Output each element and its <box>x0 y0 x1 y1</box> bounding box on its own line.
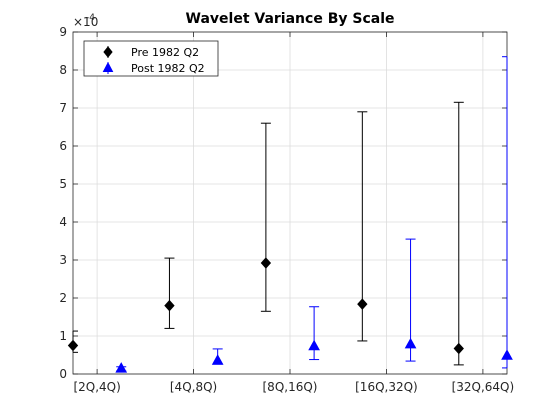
legend-marker-pre <box>103 46 113 58</box>
data-point-pre-1982 <box>357 298 368 310</box>
x-tick-label: [4Q,8Q) <box>170 380 217 394</box>
chart-title: Wavelet Variance By Scale <box>186 11 395 27</box>
legend-entry-pre: Pre 1982 Q2 <box>103 46 199 59</box>
data-markers <box>67 257 513 373</box>
y-tick-label: 0 <box>59 367 67 381</box>
x-tick-label: [16Q,32Q) <box>355 380 418 394</box>
data-point-post-1982 <box>115 362 128 373</box>
data-point-pre-1982 <box>67 339 79 352</box>
y-tick-label: 6 <box>59 139 67 153</box>
data-point-post-1982 <box>404 337 417 349</box>
y-tick-label: 9 <box>59 25 67 39</box>
legend-label-pre: Pre 1982 Q2 <box>131 46 199 59</box>
data-point-pre-1982 <box>164 299 175 312</box>
x-tick-label: [2Q,4Q) <box>73 380 120 394</box>
y-multiplier-exponent: -4 <box>86 13 95 23</box>
legend-marker-post <box>102 61 114 72</box>
y-tick-label: 7 <box>59 101 67 115</box>
data-point-pre-1982 <box>260 257 272 269</box>
x-tick-label: [8Q,16Q) <box>263 380 318 394</box>
legend-entry-post: Post 1982 Q2 <box>102 61 205 75</box>
y-multiplier-base: ×10 <box>73 15 98 29</box>
data-point-pre-1982 <box>453 342 464 355</box>
y-axis-multiplier: ×10 -4 <box>73 13 98 29</box>
error-bars <box>72 56 508 372</box>
y-tick-label: 3 <box>59 253 67 267</box>
data-point-post-1982 <box>211 354 224 365</box>
legend-label-post: Post 1982 Q2 <box>131 62 205 75</box>
x-tick-label: [32Q,64Q) <box>452 380 515 394</box>
legend: Pre 1982 Q2 Post 1982 Q2 <box>83 40 219 77</box>
y-tick-label: 4 <box>59 215 67 229</box>
data-point-post-1982 <box>501 349 513 360</box>
y-tick-label: 1 <box>59 329 67 343</box>
y-tick-label: 8 <box>59 63 67 77</box>
y-tick-label: 2 <box>59 291 67 305</box>
axes: 0 1 2 3 4 5 6 7 8 9 [2Q,4Q) [4Q,8Q) [8Q,16Q) [16Q,32Q… <box>59 25 514 394</box>
data-point-post-1982 <box>308 339 320 351</box>
y-tick-label: 5 <box>59 177 67 191</box>
